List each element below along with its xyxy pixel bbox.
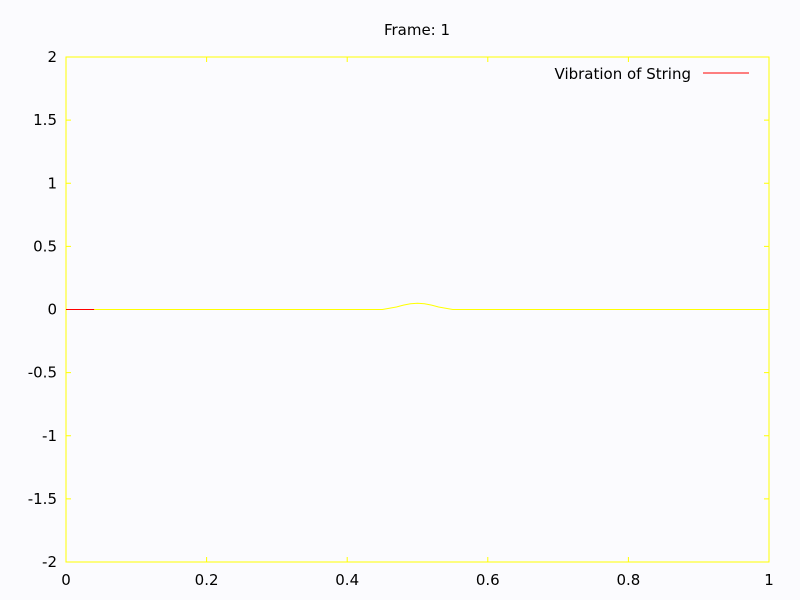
series-lines <box>66 302 769 310</box>
x-tick-label: 0.8 <box>616 571 640 589</box>
chart-title: Frame: 1 <box>384 21 450 39</box>
y-tick-label: 2 <box>47 48 57 66</box>
x-tick-label: 0.4 <box>335 571 359 589</box>
legend: Vibration of String <box>555 65 749 83</box>
y-tick-label: -2 <box>42 553 57 571</box>
y-axis: 2 1.5 1 0.5 0 -0.5 -1 -1.5 -2 <box>28 48 769 571</box>
x-tick-label: 1 <box>764 571 774 589</box>
x-tick-label: 0 <box>61 571 71 589</box>
series-line-0 <box>66 302 769 310</box>
x-axis: 0 0.2 0.4 0.6 0.8 1 <box>61 57 774 589</box>
y-tick-label: -1.5 <box>28 490 57 508</box>
y-tick-label: 1.5 <box>33 111 57 129</box>
y-tick-label: -1 <box>42 427 57 445</box>
x-tick-label: 0.6 <box>476 571 500 589</box>
y-tick-label: 1 <box>47 174 57 192</box>
y-tick-label: 0 <box>47 301 57 319</box>
y-tick-label: -0.5 <box>28 364 57 382</box>
y-tick-label: 0.5 <box>33 237 57 255</box>
x-tick-label: 0.2 <box>195 571 219 589</box>
legend-label: Vibration of String <box>555 65 691 83</box>
